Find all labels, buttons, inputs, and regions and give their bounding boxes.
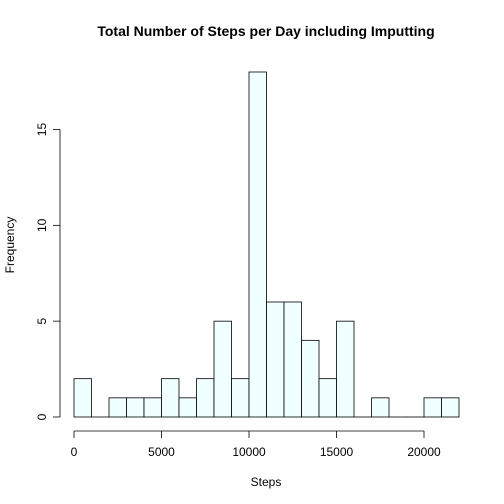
x-axis-label: Steps — [251, 475, 282, 489]
x-tick-label: 5000 — [148, 445, 175, 459]
histogram-bar — [126, 397, 145, 418]
y-tick-label: 5 — [35, 318, 49, 325]
y-tick-label: 0 — [35, 413, 49, 420]
bars-group — [73, 71, 460, 418]
y-axis: 0 5 10 15 — [35, 123, 61, 420]
histogram-bar — [231, 378, 250, 418]
histogram-bar — [336, 320, 355, 418]
histogram-bar — [266, 301, 285, 418]
y-axis-label: Frequency — [3, 217, 17, 274]
histogram-bar — [301, 339, 320, 418]
histogram-bar — [178, 397, 197, 418]
x-tick-label: 10000 — [232, 445, 266, 459]
histogram-bar — [248, 71, 267, 418]
histogram-bar — [73, 378, 92, 418]
histogram-bar — [108, 397, 127, 418]
histogram-bar — [213, 320, 232, 418]
y-tick-label: 10 — [35, 218, 49, 232]
histogram-bar — [318, 378, 337, 418]
histogram-bar — [143, 397, 162, 418]
x-tick-label: 20000 — [407, 445, 441, 459]
y-tick-label: 15 — [35, 123, 49, 137]
histogram-bar — [196, 378, 215, 418]
x-tick-label: 0 — [71, 445, 78, 459]
histogram-bar — [283, 301, 302, 418]
histogram-bar — [441, 397, 460, 418]
histogram-bar — [423, 397, 442, 418]
histogram-bar — [371, 397, 390, 418]
x-tick-label: 15000 — [320, 445, 354, 459]
chart-title: Total Number of Steps per Day including … — [97, 23, 434, 39]
histogram-bar — [161, 378, 180, 418]
x-axis: 0 5000 10000 15000 20000 — [71, 430, 441, 459]
